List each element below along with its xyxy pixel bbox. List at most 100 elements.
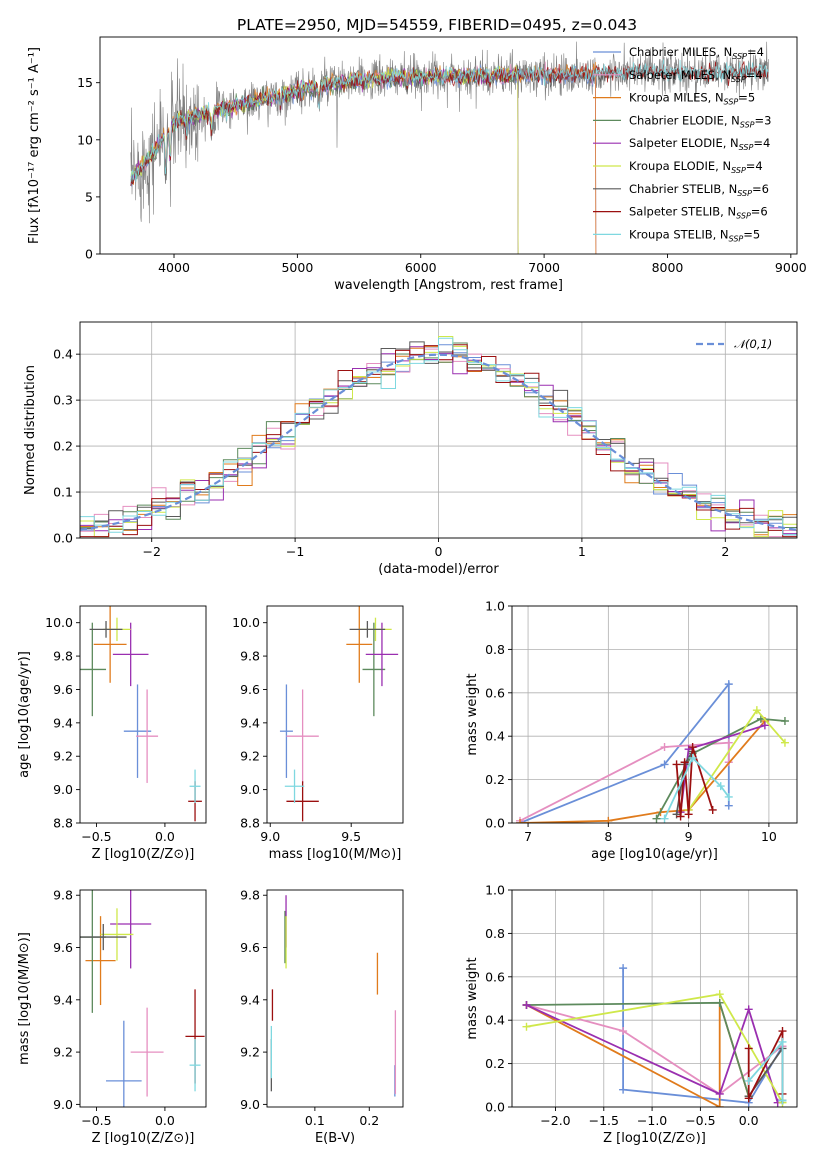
x-tick-label: 0.0 bbox=[155, 829, 175, 844]
weight-marker bbox=[660, 814, 669, 823]
legend-entry-label: Kroupa STELIB, NSSP=5 bbox=[629, 227, 760, 243]
normal-reference-curve bbox=[80, 353, 797, 531]
mass_vs_EBV-plot-area bbox=[270, 895, 397, 1097]
weight-marker bbox=[744, 1005, 753, 1014]
legend-count: =6 bbox=[752, 182, 769, 196]
x-tick-label: −0.5 bbox=[81, 1113, 111, 1128]
legend-count: =4 bbox=[746, 68, 763, 82]
y-tick-label: 9.8 bbox=[240, 888, 260, 903]
weight-marker bbox=[715, 990, 724, 999]
weight-line bbox=[519, 741, 730, 822]
weight-line bbox=[519, 681, 730, 823]
mass_vs_EBV-frame bbox=[266, 889, 404, 1108]
weight-marker bbox=[744, 1076, 753, 1085]
legend-subscript: SSP bbox=[737, 189, 752, 198]
weight_vs_Z-panel: −2.0 −1.5 −1.0 −0.5 0.0 0.0 0.2 0.4 0.6 0.8 1.0 Z [… bbox=[465, 883, 798, 1146]
x-tick-label: 9 bbox=[685, 829, 693, 844]
legend-entry-label: Chabrier MILES, NSSP=4 bbox=[629, 45, 764, 61]
y-tick-label: 0.0 bbox=[53, 531, 73, 546]
weight-line bbox=[526, 1001, 750, 1097]
x-tick-label: 9.0 bbox=[260, 829, 280, 844]
model-spectrum-line bbox=[130, 59, 769, 182]
weight_vs_age-plot-area bbox=[516, 680, 789, 823]
y-tick-label: 9.6 bbox=[240, 682, 260, 697]
weight-marker bbox=[652, 814, 661, 823]
y-tick-label: 8.8 bbox=[240, 816, 260, 831]
mass_vs_Z-panel: −0.5 0.0 9.0 9.2 9.4 9.6 9.8 Z [log10(Z/Z⊙)] mas… bbox=[17, 888, 207, 1146]
y-axis-label: mass [log10(M/M⊙)] bbox=[17, 932, 32, 1065]
y-tick-label: 0.4 bbox=[53, 347, 73, 362]
weight-marker bbox=[744, 1044, 753, 1053]
x-axis-label: Z [log10(Z/Z⊙)] bbox=[603, 1131, 706, 1146]
weight_vs_Z-plot-area bbox=[522, 964, 787, 1107]
y-tick-label: 0.2 bbox=[485, 772, 505, 787]
y-axis-label: mass weight bbox=[465, 957, 480, 1039]
y-tick-label: 9.6 bbox=[53, 682, 73, 697]
model-spectrum-line bbox=[130, 64, 597, 254]
weight-marker bbox=[516, 819, 525, 823]
y-tick-label: 9.0 bbox=[240, 782, 260, 797]
weight-line bbox=[655, 717, 786, 820]
weight-marker bbox=[724, 792, 733, 801]
weight-marker bbox=[522, 1001, 531, 1010]
weight-marker bbox=[676, 812, 685, 821]
legend-count: =5 bbox=[743, 227, 760, 241]
x-tick-label: 7 bbox=[524, 829, 532, 844]
y-tick-label: 10 bbox=[77, 132, 93, 147]
weight-marker bbox=[778, 1096, 787, 1105]
model-spectrum-line bbox=[130, 61, 597, 254]
x-axis-label: E(B-V) bbox=[315, 1131, 355, 1146]
y-tick-label: 9.2 bbox=[240, 1045, 260, 1060]
x-tick-label: 2 bbox=[721, 544, 729, 559]
y-tick-label: 9.4 bbox=[53, 715, 73, 730]
x-tick-label: −0.5 bbox=[685, 1113, 715, 1128]
residuals-plot-area bbox=[80, 336, 797, 538]
y-tick-label: 0.6 bbox=[485, 685, 505, 700]
x-tick-label: 0.1 bbox=[305, 1113, 325, 1128]
x-tick-label: 1 bbox=[578, 544, 586, 559]
legend-entry-label: Salpeter STELIB, NSSP=6 bbox=[629, 205, 768, 221]
weight-marker bbox=[688, 743, 697, 752]
legend-entry-label: 𝒩(0,1) bbox=[734, 337, 772, 351]
age_vs_Z-plot-area bbox=[80, 606, 202, 822]
legend-count: =4 bbox=[753, 136, 770, 150]
legend-count: =4 bbox=[746, 159, 763, 173]
y-axis-label: Flux [fλ10⁻¹⁷ erg cm⁻² s⁻¹ A⁻¹] bbox=[27, 47, 42, 244]
weight-marker bbox=[744, 1094, 753, 1103]
weight-line bbox=[526, 993, 784, 1104]
legend-entry-label: Chabrier ELODIE, NSSP=3 bbox=[629, 113, 771, 129]
age_vs_Z-frame bbox=[79, 605, 207, 824]
x-tick-label: 4000 bbox=[158, 260, 190, 275]
legend-subscript: SSP bbox=[732, 52, 747, 61]
weight-marker bbox=[708, 805, 717, 814]
x-tick-label: 0 bbox=[435, 544, 443, 559]
age_vs_mass-frame bbox=[266, 605, 404, 824]
spectrum-frame bbox=[99, 36, 798, 255]
residual-histogram bbox=[80, 337, 797, 538]
legend-subscript: SSP bbox=[736, 212, 751, 221]
age_vs_Z-panel: −0.5 0.0 8.8 9.0 9.2 9.4 9.6 9.8 10.0 Z [log10(Z/… bbox=[17, 605, 207, 862]
weight-marker bbox=[724, 801, 733, 810]
weight-marker bbox=[619, 964, 628, 973]
x-tick-label: 10 bbox=[761, 829, 777, 844]
x-tick-label: −0.5 bbox=[81, 829, 111, 844]
legend-subscript: SSP bbox=[731, 166, 746, 175]
y-tick-label: 9.8 bbox=[240, 649, 260, 664]
weight-marker bbox=[672, 810, 681, 819]
weight-marker bbox=[716, 782, 725, 791]
x-axis-label: (data-model)/error bbox=[378, 562, 499, 577]
weight-marker bbox=[715, 1089, 724, 1098]
weight_vs_age-frame bbox=[511, 605, 798, 824]
y-tick-label: 0.0 bbox=[485, 816, 505, 831]
legend-subscript: SSP bbox=[729, 234, 744, 243]
x-axis-label: age [log10(age/yr)] bbox=[591, 847, 718, 862]
legend-entry-label: Salpeter ELODIE, NSSP=4 bbox=[629, 136, 770, 152]
x-axis-label: Z [log10(Z/Z⊙)] bbox=[92, 847, 195, 862]
spectrum-panel: 4000 5000 6000 7000 8000 9000 0 5 10 15 wavelength… bbox=[27, 36, 807, 293]
weight_vs_age-panel: 7 8 9 10 0.0 0.2 0.4 0.6 0.8 1.0 age [log10(age/yr… bbox=[465, 599, 798, 862]
y-tick-label: 9.2 bbox=[53, 749, 73, 764]
legend-subscript: SSP bbox=[740, 120, 755, 129]
weight-marker bbox=[619, 1085, 628, 1094]
